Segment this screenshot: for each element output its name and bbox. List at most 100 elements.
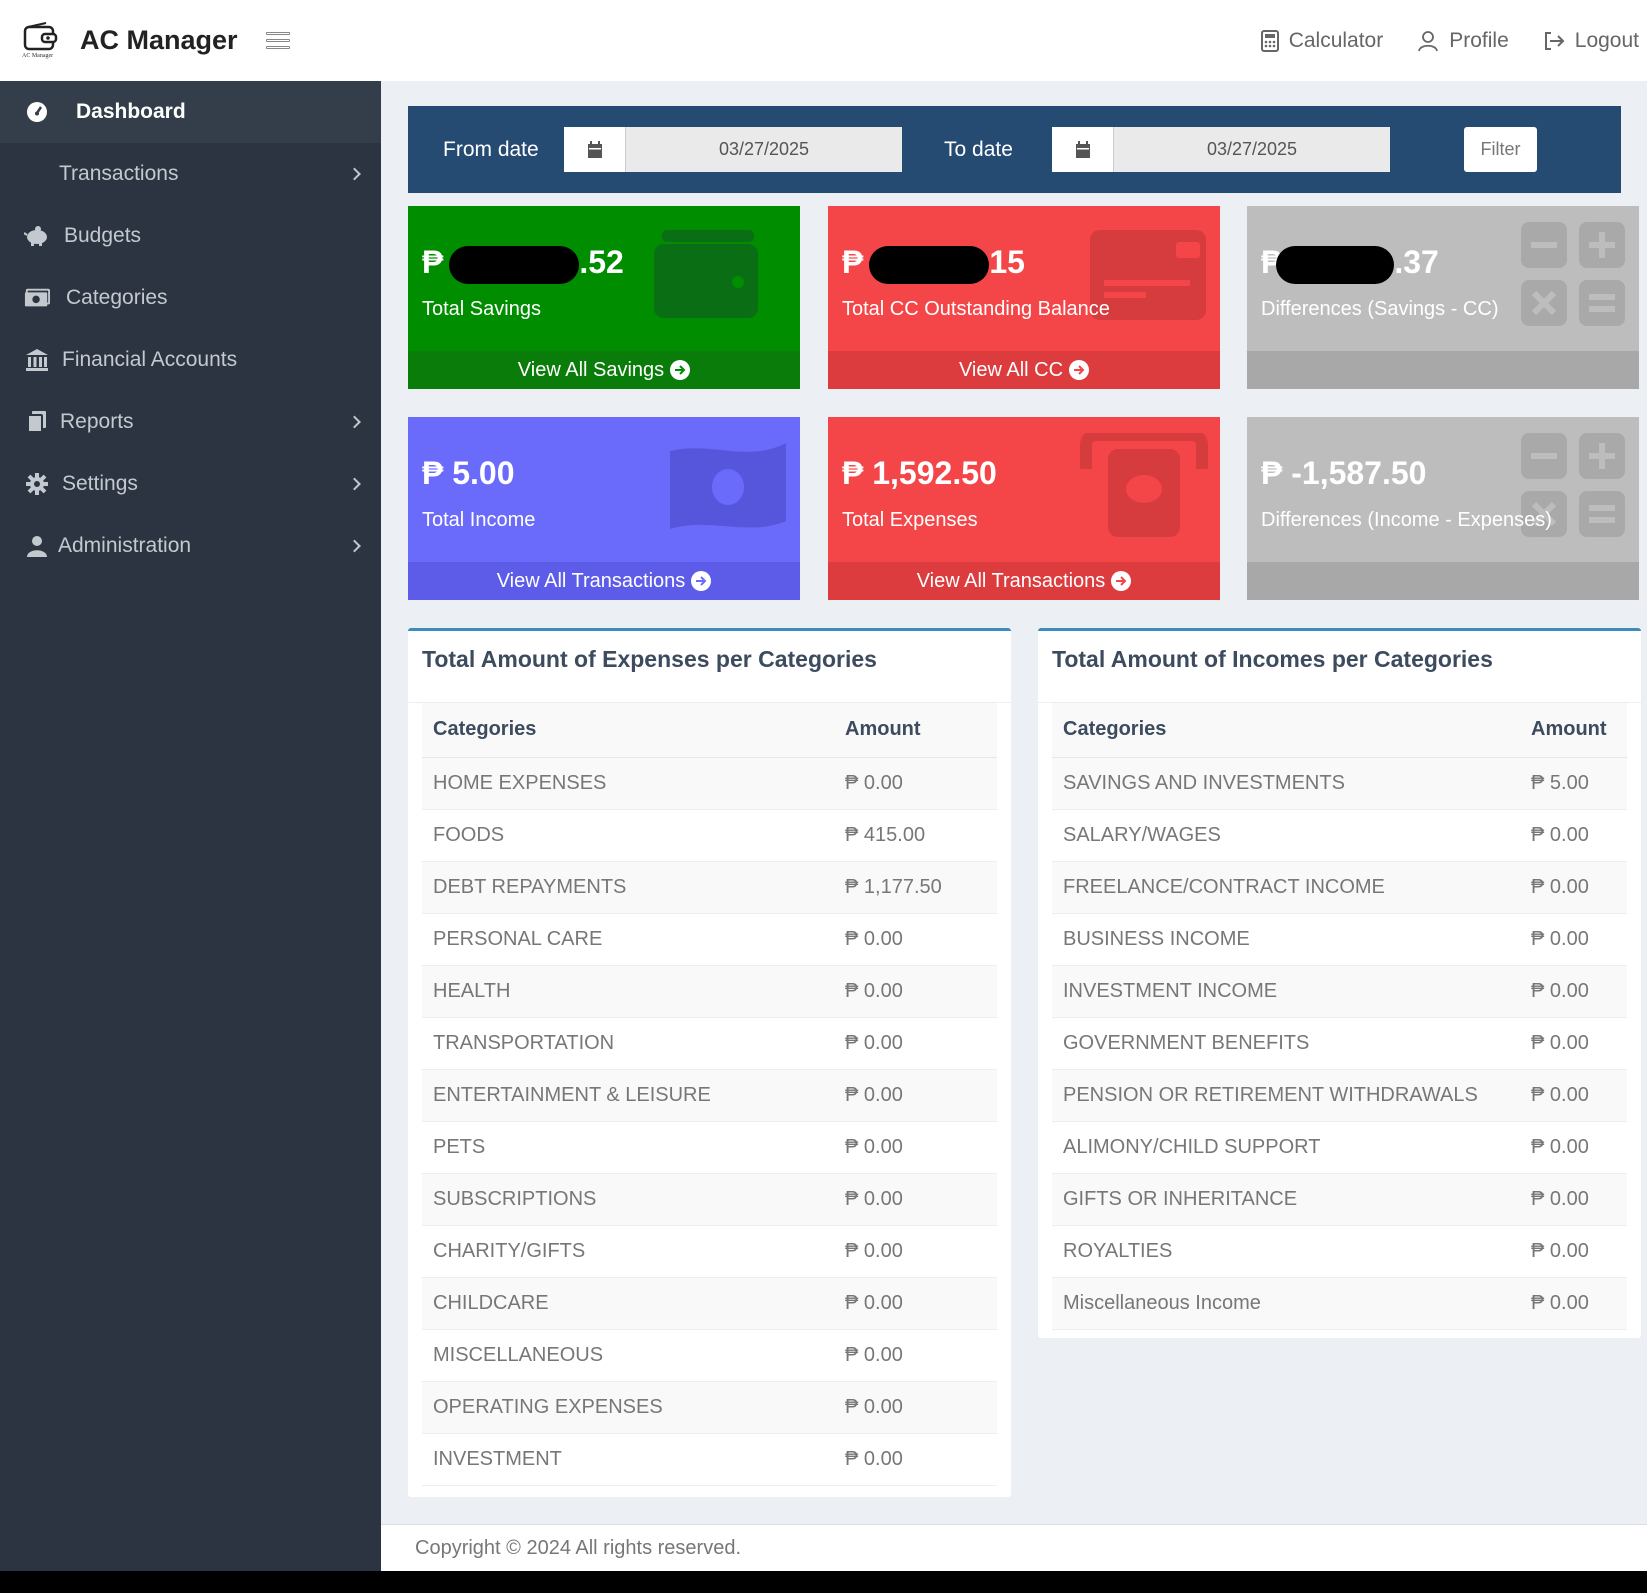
table-row: ALIMONY/CHILD SUPPORT ₱ 0.00	[1052, 1121, 1627, 1174]
amount-cell: ₱ 0.00	[834, 1069, 997, 1122]
amount-cell: ₱ 0.00	[834, 1017, 997, 1070]
sidebar-item-settings[interactable]: Settings	[0, 453, 381, 515]
user-outline-icon	[1418, 30, 1439, 51]
amount-cell: ₱ 0.00	[1520, 1069, 1627, 1122]
sidebar-item-transactions[interactable]: Transactions	[0, 143, 381, 205]
profile-link[interactable]: Profile	[1417, 29, 1509, 53]
sidebar-item-label: Dashboard	[76, 100, 186, 123]
income-expenses-difference-card: ₱ -1,587.50 Differences (Income - Expens…	[1247, 417, 1639, 600]
view-all-savings-link[interactable]: View All Savings	[408, 351, 800, 389]
table-row: MISCELLANEOUS ₱ 0.00	[422, 1329, 997, 1382]
from-date-input[interactable]	[626, 127, 902, 172]
table-row: PETS ₱ 0.00	[422, 1121, 997, 1174]
category-cell: BUSINESS INCOME	[1052, 913, 1520, 966]
table-row: PENSION OR RETIREMENT WITHDRAWALS ₱ 0.00	[1052, 1069, 1627, 1122]
calculator-link[interactable]: Calculator	[1260, 28, 1384, 53]
table-row: INVESTMENT ₱ 0.00	[422, 1433, 997, 1486]
category-cell: ALIMONY/CHILD SUPPORT	[1052, 1121, 1520, 1174]
redaction-mark	[449, 245, 580, 284]
view-all-cc-link[interactable]: View All CC	[828, 351, 1220, 389]
calculator-label: Calculator	[1288, 28, 1384, 52]
column-header: Categories	[422, 703, 834, 758]
total-savings-value: ₱ .52	[422, 244, 624, 284]
total-income-value: ₱ 5.00	[422, 455, 515, 491]
amount-cell: ₱ 0.00	[834, 1381, 997, 1434]
amount-cell: ₱ 0.00	[1520, 913, 1627, 966]
column-header: Amount	[1520, 703, 1627, 758]
table-row: PERSONAL CARE ₱ 0.00	[422, 913, 997, 966]
amount-cell: ₱ 0.00	[1520, 1121, 1627, 1174]
sidebar-item-label: Categories	[66, 286, 168, 309]
dashboard-icon	[24, 99, 50, 125]
piggy-bank-icon	[24, 223, 50, 249]
sidebar-item-dashboard[interactable]: Dashboard	[0, 81, 381, 143]
sidebar-item-label: Financial Accounts	[62, 348, 238, 371]
income-expenses-difference-label: Differences (Income - Expenses)	[1261, 509, 1552, 531]
panel-title: Total Amount of Expenses per Categories	[408, 631, 1011, 703]
table-row: ROYALTIES ₱ 0.00	[1052, 1225, 1627, 1278]
category-cell: ENTERTAINMENT & LEISURE	[422, 1069, 834, 1122]
category-cell: GOVERNMENT BENEFITS	[1052, 1017, 1520, 1070]
amount-cell: ₱ 0.00	[1520, 1173, 1627, 1226]
panel-title: Total Amount of Incomes per Categories	[1038, 631, 1641, 703]
filter-button[interactable]: Filter	[1464, 127, 1537, 172]
user-icon	[24, 533, 50, 559]
table-row: INVESTMENT INCOME ₱ 0.00	[1052, 965, 1627, 1018]
chevron-right-icon	[348, 415, 361, 429]
expenses-table-body: HOME EXPENSES ₱ 0.00 FOODS ₱ 415.00 DEBT REP…	[422, 757, 997, 1486]
calculator-operations-icon	[1521, 433, 1625, 537]
app-title: AC Manager	[80, 25, 238, 55]
table-row: SALARY/WAGES ₱ 0.00	[1052, 809, 1627, 862]
view-all-transactions-link[interactable]: View All Transactions	[828, 562, 1220, 600]
amount-cell: ₱ 0.00	[834, 1277, 997, 1330]
wallet-icon	[654, 230, 758, 318]
amount-cell: ₱ 0.00	[1520, 861, 1627, 914]
table-row: Miscellaneous Income ₱ 0.00	[1052, 1277, 1627, 1330]
total-expenses-value: ₱ 1,592.50	[842, 455, 997, 491]
sidebar-item-budgets[interactable]: Budgets	[0, 205, 381, 267]
copyright-text: Copyright © 2024 All rights reserved.	[415, 1536, 742, 1559]
arrow-circle-right-icon	[1111, 571, 1132, 591]
table-row: TRANSPORTATION ₱ 0.00	[422, 1017, 997, 1070]
chevron-right-icon	[348, 477, 361, 491]
sidebar-item-categories[interactable]: Categories	[0, 267, 381, 329]
incomes-per-category-panel: Total Amount of Incomes per Categories C…	[1038, 628, 1641, 1338]
amount-cell: ₱ 0.00	[1520, 1225, 1627, 1278]
to-date-group	[1052, 127, 1390, 172]
sidebar-item-reports[interactable]: Reports	[0, 391, 381, 453]
to-date-input[interactable]	[1114, 127, 1390, 172]
calendar-icon[interactable]	[564, 127, 626, 172]
card-footer	[1247, 351, 1639, 389]
total-income-card: ₱ 5.00 Total Income View All Transaction…	[408, 417, 800, 600]
sidebar-item-financial-accounts[interactable]: Financial Accounts	[0, 329, 381, 391]
copy-icon	[24, 409, 50, 435]
amount-cell: ₱ 0.00	[834, 1173, 997, 1226]
expenses-per-category-panel: Total Amount of Expenses per Categories …	[408, 628, 1011, 1497]
amount-cell: ₱ 0.00	[1520, 965, 1627, 1018]
date-filter-bar: From date To date Filter	[408, 106, 1621, 193]
money-icon	[24, 285, 50, 311]
expenses-table: Categories Amount HOME EXPENSES ₱ 0.00 FOO…	[422, 703, 997, 1486]
brand[interactable]: AC Manager AC Manager	[0, 21, 381, 61]
category-cell: DEBT REPAYMENTS	[422, 861, 834, 914]
card-footer	[1247, 562, 1639, 600]
logo-caption: AC Manager	[22, 52, 54, 59]
sidebar-item-label: Transactions	[59, 162, 179, 185]
amount-cell: ₱ 0.00	[1520, 1277, 1627, 1330]
amount-cell: ₱ 0.00	[834, 965, 997, 1018]
sidebar-toggle-icon[interactable]	[265, 32, 290, 49]
sidebar: Dashboard Transactions Budgets Categorie…	[0, 81, 381, 1571]
category-cell: CHARITY/GIFTS	[422, 1225, 834, 1278]
table-header-row: Categories Amount	[422, 703, 997, 758]
category-cell: Miscellaneous Income	[1052, 1277, 1520, 1330]
category-cell: MISCELLANEOUS	[422, 1329, 834, 1382]
calendar-icon[interactable]	[1052, 127, 1114, 172]
calculator-operations-icon	[1521, 222, 1625, 326]
logout-link[interactable]: Logout	[1543, 29, 1639, 53]
chevron-right-icon	[348, 167, 361, 181]
sidebar-item-administration[interactable]: Administration	[0, 515, 381, 577]
view-all-transactions-link[interactable]: View All Transactions	[408, 562, 800, 600]
category-cell: TRANSPORTATION	[422, 1017, 834, 1070]
amount-cell: ₱ 0.00	[834, 757, 997, 810]
table-row: ENTERTAINMENT & LEISURE ₱ 0.00	[422, 1069, 997, 1122]
